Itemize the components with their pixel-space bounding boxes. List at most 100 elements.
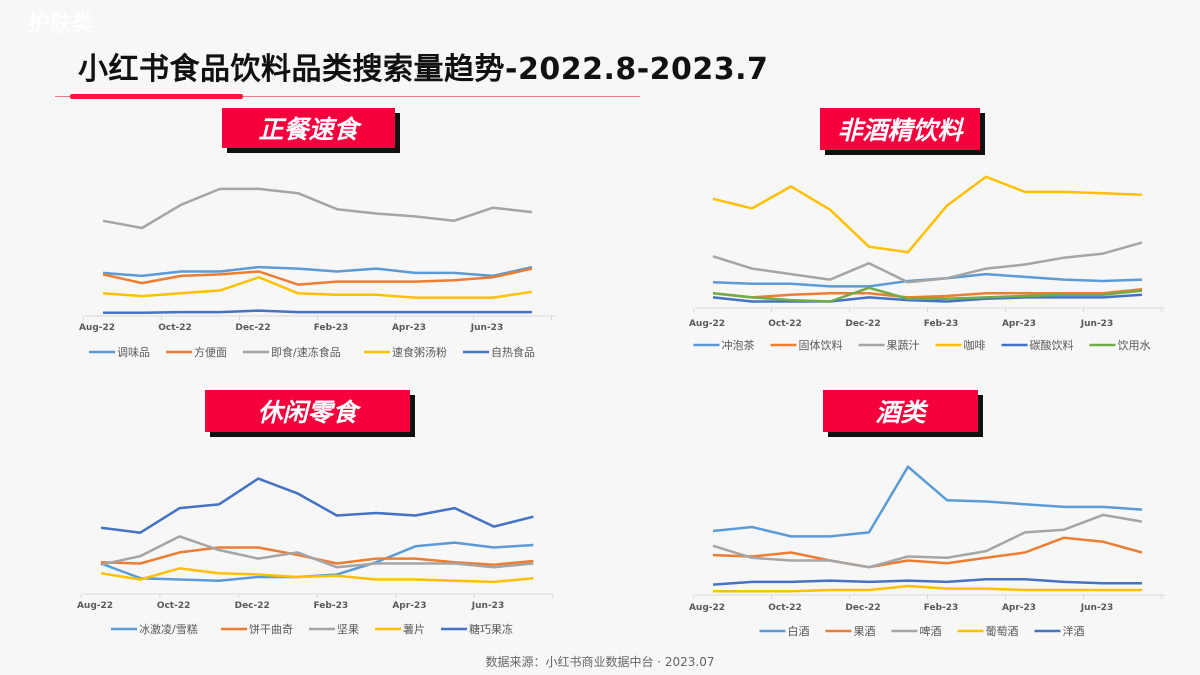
title-divider <box>55 96 640 97</box>
legend-label: 速食粥汤粉 <box>392 345 447 359</box>
legend-label: 方便面 <box>194 345 227 359</box>
legend-item: 冲泡茶 <box>693 338 755 352</box>
page-title: 小红书食品饮料品类搜索量趋势-2022.8-2023.7 <box>78 52 769 87</box>
legend-item: 果蔬汁 <box>858 339 920 352</box>
legend-label: 啤酒 <box>920 624 942 638</box>
legend-item: 固体饮料 <box>770 338 843 352</box>
x-tick-label: Feb-23 <box>924 319 959 329</box>
series-line-0 <box>100 541 534 582</box>
legend-item: 饮用水 <box>1089 339 1151 352</box>
series-line-4 <box>100 477 534 534</box>
x-tick-label: Jun-23 <box>1080 603 1113 613</box>
legend-label: 调味品 <box>117 346 150 359</box>
watermark: 护肤类 <box>28 12 95 37</box>
legend-item: 白酒 <box>759 624 810 638</box>
series-line-2 <box>712 241 1143 284</box>
legend-item: 自热食品 <box>463 345 535 359</box>
x-tick-label: Oct-22 <box>158 323 192 333</box>
legend-item: 薯片 <box>375 623 425 636</box>
legend-item: 坚果 <box>309 623 359 636</box>
series-line-0 <box>712 465 1143 538</box>
legend-label: 洋酒 <box>1063 624 1085 638</box>
series-line-3 <box>100 567 534 584</box>
legend-label: 即食/速冻食品 <box>271 345 341 359</box>
series-line-5 <box>712 286 1143 303</box>
legend-item: 即食/速冻食品 <box>243 345 341 359</box>
legend-label: 碳酸饮料 <box>1030 338 1074 352</box>
legend-label: 咖啡 <box>964 338 986 352</box>
x-tick-label: Feb-23 <box>314 323 349 333</box>
legend-label: 饼干曲奇 <box>249 622 293 636</box>
x-tick-label: Dec-22 <box>845 319 880 329</box>
x-tick-label: Aug-22 <box>689 603 725 613</box>
series-line-4 <box>712 578 1142 586</box>
x-tick-label: Oct-22 <box>157 601 191 611</box>
line-chart-2: Aug-22 Oct-22 Dec-22 Feb-23 Apr-23 Jun-23 冰激凌/… <box>77 477 554 636</box>
x-tick-label: Apr-23 <box>392 323 426 333</box>
x-tick-label: Dec-22 <box>235 601 270 611</box>
legend-label: 葡萄酒 <box>986 625 1019 638</box>
legend-item: 冰激凌/雪糕 <box>111 622 198 636</box>
x-tick-label: Aug-22 <box>79 323 115 333</box>
legend-label: 冰激凌/雪糕 <box>139 622 198 636</box>
legend-label: 白酒 <box>788 624 810 638</box>
legend-item: 糖巧果冻 <box>441 622 513 636</box>
legend-label: 固体饮料 <box>799 338 843 352</box>
x-tick-label: Apr-23 <box>392 601 426 611</box>
series-line-0 <box>102 265 533 278</box>
series-line-3 <box>102 276 533 299</box>
series-line-2 <box>102 187 533 230</box>
legend-label: 果酒 <box>854 625 876 638</box>
line-chart-1: Aug-22 Oct-22 Dec-22 Feb-23 Apr-23 Jun-23 冲泡茶 固… <box>689 175 1165 352</box>
series-line-4 <box>103 309 532 315</box>
legend-label: 糖巧果冻 <box>469 622 513 636</box>
x-tick-label: Aug-22 <box>689 319 725 329</box>
legend-label: 自热食品 <box>491 345 535 359</box>
series-line-2 <box>712 513 1143 569</box>
legend-item: 碳酸饮料 <box>1001 338 1074 352</box>
x-tick-label: Aug-22 <box>77 601 113 611</box>
line-chart-3: Aug-22 Oct-22 Dec-22 Feb-23 Apr-23 Jun-23 白酒 果酒… <box>689 465 1165 638</box>
legend-item: 方便面 <box>166 345 227 359</box>
legend-label: 饮用水 <box>1118 339 1151 352</box>
series-line-1 <box>712 536 1143 569</box>
series-line-3 <box>712 175 1143 254</box>
legend-item: 速食粥汤粉 <box>364 345 447 359</box>
series-line-1 <box>712 287 1143 299</box>
x-tick-label: Feb-23 <box>924 603 959 613</box>
series-line-4 <box>712 293 1143 303</box>
x-tick-label: Jun-23 <box>470 323 503 333</box>
legend-label: 坚果 <box>337 623 359 636</box>
legend-item: 葡萄酒 <box>957 625 1019 638</box>
series-line-3 <box>713 584 1142 593</box>
banner-staple-food: 正餐速食 <box>222 108 395 148</box>
x-tick-label: Jun-23 <box>471 601 504 611</box>
legend-item: 果酒 <box>825 625 876 638</box>
legend-label: 薯片 <box>403 623 425 636</box>
x-tick-label: Apr-23 <box>1002 319 1036 329</box>
banner-alcohol: 酒类 <box>823 390 978 432</box>
legend-item: 饼干曲奇 <box>221 622 293 636</box>
x-tick-label: Oct-22 <box>768 603 802 613</box>
series-line-2 <box>100 535 534 569</box>
x-tick-label: Dec-22 <box>845 603 880 613</box>
legend-item: 咖啡 <box>935 338 986 352</box>
x-tick-label: Jun-23 <box>1080 319 1113 329</box>
line-chart-0: Aug-22 Oct-22 Dec-22 Feb-23 Apr-23 Jun-23 调味品 方… <box>79 187 555 359</box>
legend-label: 果蔬汁 <box>887 339 920 352</box>
banner-soft-drinks: 非酒精饮料 <box>820 108 980 150</box>
data-source: 数据来源：小红书商业数据中台 · 2023.07 <box>485 655 715 669</box>
x-tick-label: Dec-22 <box>235 323 270 333</box>
title-accent-bar <box>70 94 243 99</box>
x-tick-label: Oct-22 <box>768 319 802 329</box>
legend-item: 啤酒 <box>891 624 942 638</box>
legend-item: 洋酒 <box>1034 624 1085 638</box>
legend-label: 冲泡茶 <box>722 338 755 352</box>
legend-item: 调味品 <box>89 346 150 359</box>
series-line-1 <box>102 267 533 286</box>
banner-snacks: 休闲零食 <box>205 390 410 432</box>
x-tick-label: Feb-23 <box>314 601 349 611</box>
x-tick-label: Apr-23 <box>1002 603 1036 613</box>
series-line-1 <box>100 546 534 566</box>
